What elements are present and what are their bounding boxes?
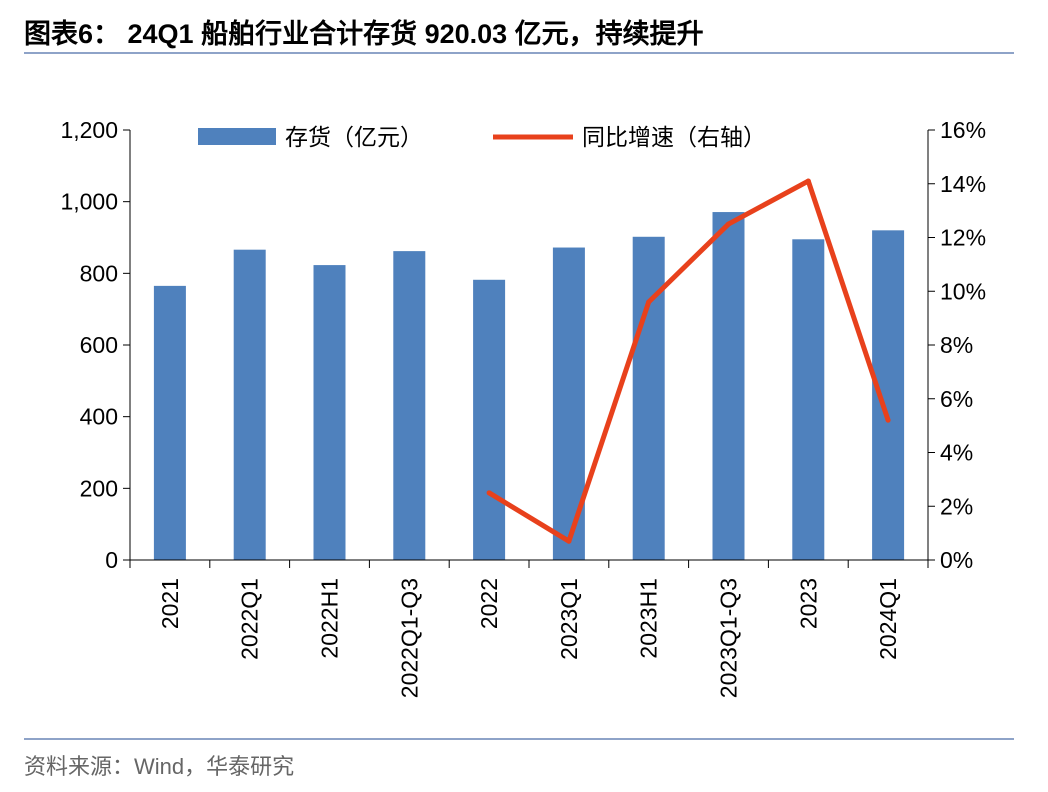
right-tick-label: 8% (940, 332, 973, 358)
labels-layer: 0 200 400 600 800 1,000 1,200 0% 2% 4% 6% 8% 10% 12% 1… (60, 117, 986, 698)
left-tick-label: 800 (80, 260, 118, 286)
legend-bar-label: 存货（亿元） (285, 124, 423, 150)
bar-2022 (473, 279, 506, 560)
bar-2024q1 (872, 230, 905, 561)
right-tick-label: 14% (940, 171, 986, 197)
x-tick-label: 2021 (157, 578, 183, 629)
growth-point-2023q1 (566, 538, 572, 544)
bar-2021 (153, 285, 186, 560)
bar-2023 (792, 239, 825, 560)
legend-line-label: 同比增速（右轴） (582, 124, 766, 150)
growth-point-2023 (805, 178, 811, 184)
line-layer (486, 178, 891, 544)
growth-point-2022 (486, 490, 492, 496)
right-tick-label: 4% (940, 440, 973, 466)
right-tick-label: 2% (940, 493, 973, 519)
left-tick-label: 400 (80, 404, 118, 430)
axes-layer (123, 129, 935, 568)
x-tick-label: 2023Q1 (556, 578, 582, 660)
bar-2022h1 (313, 265, 346, 560)
legend-bar-swatch (198, 128, 276, 145)
x-tick-label: 2023 (795, 578, 821, 629)
x-tick-label: 2022H1 (317, 578, 343, 659)
x-tick-label: 2023H1 (636, 578, 662, 659)
legend: 存货（亿元） 同比增速（右轴） (198, 124, 766, 150)
x-tick-label: 2022Q1 (237, 578, 263, 660)
right-tick-label: 6% (940, 386, 973, 412)
bars-layer (153, 212, 905, 561)
x-tick-label: 2022 (476, 578, 502, 629)
bar-2023h1 (632, 236, 665, 561)
left-tick-label: 0 (105, 547, 118, 573)
right-tick-label: 12% (940, 225, 986, 251)
title-divider (24, 52, 1014, 54)
bar-2022q1 (233, 249, 266, 560)
left-tick-label: 600 (80, 332, 118, 358)
right-tick-label: 10% (940, 278, 986, 304)
growth-point-2023h1 (646, 299, 652, 305)
right-tick-label: 0% (940, 547, 973, 573)
bar-2022q1-q3 (393, 251, 426, 560)
growth-point-2024q1 (885, 417, 891, 423)
growth-point-2023q1-q3 (726, 221, 731, 227)
page-title: 图表6： 24Q1 船舶行业合计存货 920.03 亿元，持续提升 (24, 19, 704, 49)
bar-2023q1-q3 (712, 212, 745, 560)
left-tick-label: 1,000 (60, 189, 118, 215)
x-tick-label: 2023Q1-Q3 (716, 578, 742, 698)
left-tick-label: 200 (80, 475, 118, 501)
left-tick-label: 1,200 (60, 117, 118, 143)
source-note: 资料来源：Wind，华泰研究 (24, 754, 295, 779)
footer-divider (24, 738, 1014, 740)
right-tick-label: 16% (940, 117, 986, 143)
growth-line (487, 178, 891, 544)
x-tick-label: 2022Q1-Q3 (396, 578, 422, 698)
x-tick-label: 2024Q1 (875, 578, 901, 660)
